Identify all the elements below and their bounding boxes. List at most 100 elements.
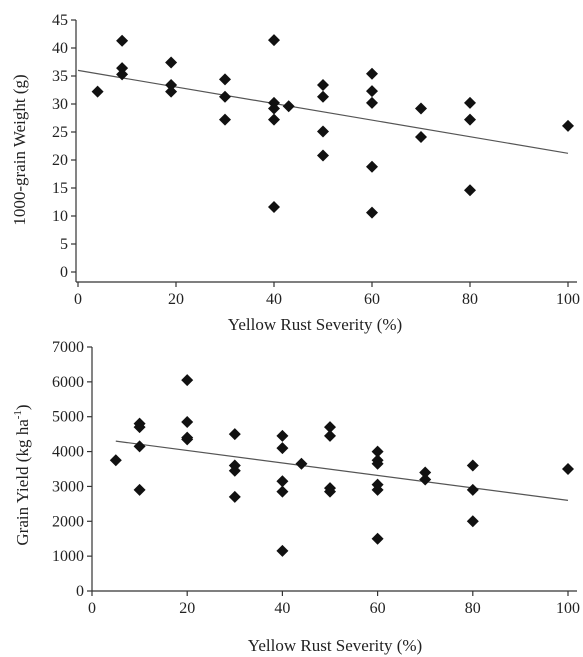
data-point [466,459,479,472]
data-point [419,466,432,479]
y-tick-group: 0 1000 2000 3000 4000 5000 6000 7000 [52,339,92,600]
data-point [419,473,432,486]
y-tick-label: 3000 [52,478,84,495]
data-point [165,56,178,69]
data-point [165,85,178,98]
data-point [464,96,476,109]
data-point [464,184,476,197]
data-point [268,102,280,115]
data-point [219,73,231,86]
data-point [276,475,289,488]
data-point [276,544,289,557]
data-point [371,445,384,458]
y-tick-label: 6000 [52,374,84,391]
x-tick-label: 60 [364,291,380,308]
data-point [371,457,384,470]
data-point [317,149,329,162]
y-tick-label: 25 [52,124,68,141]
data-point [415,102,427,115]
x-tick-label: 100 [556,291,580,308]
y-tick-label: 2000 [52,513,84,530]
data-point [371,483,384,496]
data-point [317,90,329,103]
data-point [133,440,146,453]
x-tick-label: 40 [274,600,290,617]
y-tick-label: 45 [52,12,68,29]
data-point [366,160,378,173]
data-point [116,68,129,81]
data-point [562,463,574,475]
data-point [324,485,336,498]
trend-line [115,440,569,501]
data-point [181,433,194,446]
data-point [276,485,289,498]
x-tick-label: 60 [370,600,386,617]
x-tick-label: 20 [179,600,195,617]
x-tick-group: 0 20 40 60 80 100 [88,591,580,617]
data-point [295,457,308,470]
data-point [228,464,241,477]
data-point [228,428,241,441]
y-tick-label: 0 [76,583,84,600]
y-tick-label: 0 [60,264,68,281]
data-point [366,96,378,109]
data-point [116,62,129,75]
x-tick-label: 0 [88,600,96,617]
data-point [464,113,476,126]
data-point [268,201,280,214]
data-point [268,34,280,47]
x-tick-label: 80 [465,600,481,617]
data-point [228,490,241,503]
y-tick-label: 35 [52,68,68,85]
grain-weight-chart: 0 5 10 15 20 25 30 35 40 45 0 20 40 60 80 100 1000-gra… [10,12,580,334]
data-point [133,421,146,434]
y-tick-label: 10 [52,208,68,225]
y-tick-label: 30 [52,96,68,113]
data-point [415,131,427,144]
y-tick-label: 15 [52,180,68,197]
data-point [366,85,378,98]
y-axis-label: 1000-grain Weight (g) [10,74,29,225]
data-point [324,421,336,434]
data-point [116,34,129,47]
x-tick-label: 100 [556,600,580,617]
x-tick-label: 0 [74,291,82,308]
x-tick-group: 0 20 40 60 80 100 [74,282,580,308]
data-point [133,483,146,496]
data-point [466,515,479,528]
data-point [276,442,289,455]
x-tick-label: 80 [462,291,478,308]
data-point [276,429,289,442]
data-point [366,206,378,219]
x-tick-label: 20 [168,291,184,308]
data-point [562,119,574,132]
data-point [109,454,122,467]
data-point [268,113,280,126]
data-point [181,415,194,428]
y-tick-label: 7000 [52,339,84,356]
y-tick-label: 4000 [52,444,84,461]
data-points [91,34,574,219]
y-tick-group: 0 5 10 15 20 25 30 35 40 45 [52,12,76,281]
data-point [219,113,231,126]
y-tick-label: 20 [52,152,68,169]
trend-line [77,69,569,154]
data-point [219,90,231,103]
data-point [91,85,104,98]
y-axis-label: Grain Yield (kg ha-1) [12,404,32,545]
data-point [466,483,479,496]
data-point [317,125,329,138]
y-tick-label: 1000 [52,548,84,565]
data-points [109,374,574,557]
y-tick-label: 5 [60,236,68,253]
data-point [371,532,384,545]
data-point [181,374,194,387]
data-point [324,429,336,442]
y-tick-label: 40 [52,40,68,57]
grain-yield-chart: 0 1000 2000 3000 4000 5000 6000 7000 0 20 40 60 80 1… [12,339,580,655]
data-point [282,100,295,113]
data-point [317,78,329,91]
x-axis-label: Yellow Rust Severity (%) [228,315,402,334]
x-axis-label: Yellow Rust Severity (%) [248,636,422,655]
data-point [165,78,178,91]
